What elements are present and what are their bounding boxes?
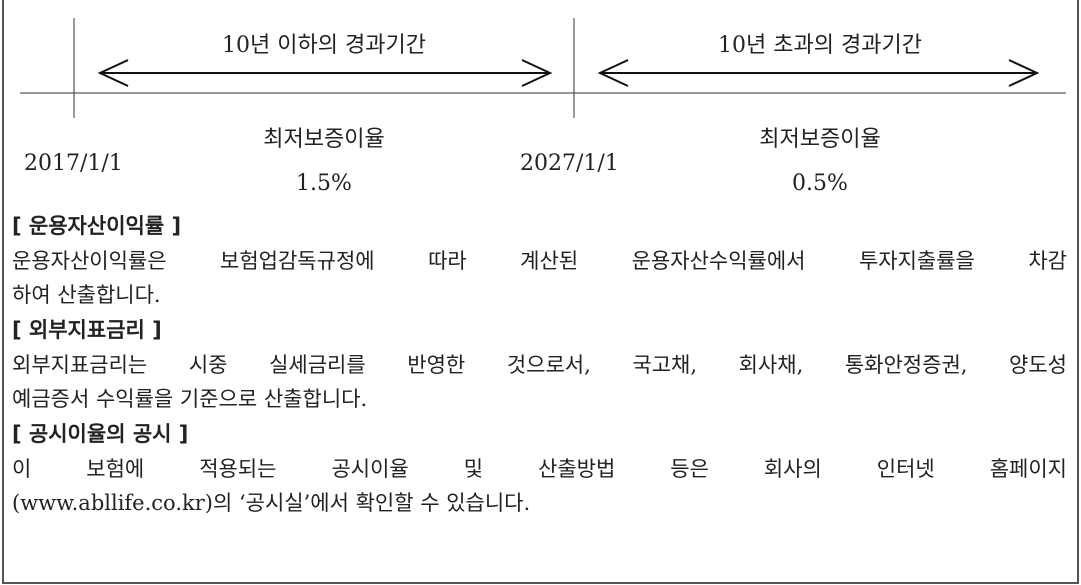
body-line: 하여 산출합니다. [12, 283, 161, 307]
rate-label: 최저보증이율 [759, 127, 880, 152]
rate-value: 1.5% [296, 171, 352, 196]
body-line: 외부지표금리는 시중 실세금리를 반영한 것으로서, 국고채, 회사채, 통화안… [12, 353, 1067, 377]
section-heading: [ 운용자산이익률 ] [12, 214, 182, 238]
date: 2027/1/1 [520, 151, 619, 176]
body-line: 이 보험에 적용되는 공시이율 및 산출방법 등은 회사의 인터넷 홈페이지 [12, 457, 1067, 481]
arrow [97, 59, 553, 87]
date: 2017/1/1 [24, 151, 123, 176]
body-line: 운용자산이익률은 보험업감독규정에 따라 계산된 운용자산수익률에서 투자지출률… [12, 249, 1067, 273]
sections: [ 운용자산이익률 ] 운용자산이익률은 보험업감독규정에 따라 계산된 운용자산… [12, 208, 1067, 520]
rate-value: 0.5% [792, 171, 848, 196]
arrow [597, 59, 1040, 87]
rate-label: 최저보증이율 [263, 127, 384, 152]
section-heading: [ 외부지표금리 ] [12, 318, 162, 342]
section-heading: [ 공시이율의 공시 ] [12, 422, 189, 446]
body-line: (www.abllife.co.kr)의 ‘공시실’에서 확인할 수 있습니다. [12, 491, 531, 515]
timeline: 10년 이하의 경과기간 10년 초과의 경과기간 2017/1/1 2027/… [20, 18, 1066, 196]
period-label: 10년 이하의 경과기간 [222, 33, 426, 58]
body-line: 예금증서 수익률을 기준으로 산출합니다. [12, 387, 368, 411]
period-label: 10년 초과의 경과기간 [718, 33, 922, 58]
